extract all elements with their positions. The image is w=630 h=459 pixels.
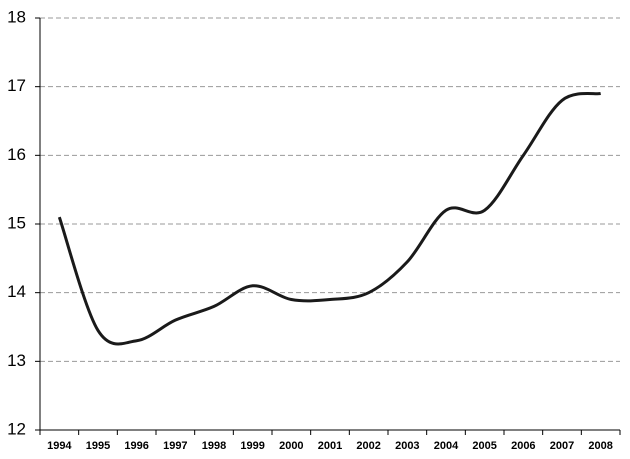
y-tick-label: 17 (7, 76, 26, 95)
y-tick-label: 18 (7, 7, 26, 26)
x-tick-label: 1998 (202, 440, 226, 452)
y-tick-label: 12 (7, 419, 26, 438)
x-tick-label: 2001 (318, 440, 342, 452)
x-tick-label: 2004 (434, 440, 459, 452)
x-tick-label: 1997 (163, 440, 187, 452)
x-tick-label: 1999 (240, 440, 264, 452)
x-tick-label: 2003 (395, 440, 419, 452)
y-tick-label: 13 (7, 351, 26, 370)
x-tick-label: 2000 (279, 440, 303, 452)
line-series (57, 91, 601, 346)
y-tick-label: 15 (7, 213, 26, 232)
x-tick-label: 2008 (588, 440, 612, 452)
x-tick-label: 2005 (472, 440, 496, 452)
x-tick-label: 2007 (550, 440, 574, 452)
y-tick-label: 16 (7, 145, 26, 164)
x-tick-label: 2006 (511, 440, 535, 452)
x-tick-label: 1996 (124, 440, 148, 452)
x-tick-label: 1995 (86, 440, 110, 452)
x-tick-label: 1994 (47, 440, 72, 452)
y-tick-label: 14 (7, 282, 26, 301)
x-tick-label: 2002 (356, 440, 380, 452)
